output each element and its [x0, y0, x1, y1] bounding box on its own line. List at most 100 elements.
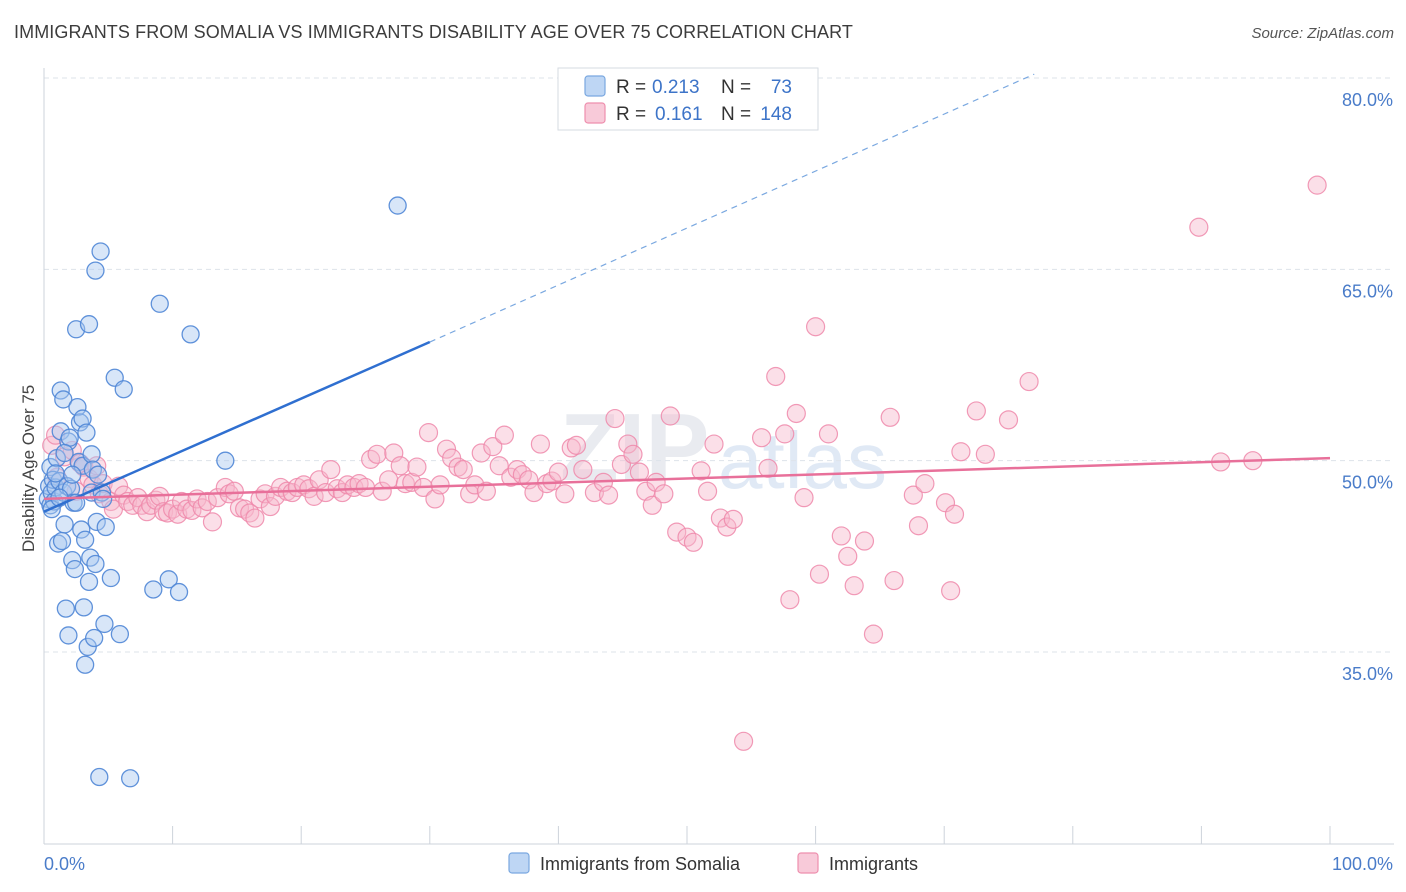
- point-somalia-65: [181, 325, 200, 344]
- point-immigrants-83: [471, 443, 491, 463]
- trend-lines: [43, 73, 1331, 513]
- legend-r-value-immigrants: 0.161: [655, 104, 703, 125]
- point-somalia-49: [88, 465, 108, 484]
- point-immigrants-106: [618, 434, 638, 454]
- point-somalia-31: [72, 520, 91, 539]
- point-somalia-54: [95, 614, 114, 634]
- point-immigrants-122: [723, 509, 743, 529]
- point-immigrants-98: [561, 438, 581, 458]
- point-immigrants-43: [245, 508, 265, 528]
- point-immigrants-147: [951, 442, 971, 462]
- point-immigrants-28: [168, 504, 188, 524]
- point-somalia-72: [63, 465, 82, 484]
- point-somalia-67: [388, 196, 407, 215]
- x-tick-label-max: 100.0%: [1332, 854, 1393, 874]
- legend-r-label-somalia: R =: [616, 77, 646, 98]
- point-somalia-47: [86, 554, 105, 574]
- y-tick-label-35: 35.0%: [1342, 664, 1393, 684]
- point-immigrants-115: [677, 527, 697, 547]
- point-immigrants-152: [1189, 217, 1209, 237]
- point-immigrants-33: [192, 498, 212, 518]
- point-immigrants-139: [880, 407, 900, 427]
- series-somalia: [38, 196, 407, 788]
- point-somalia-28: [68, 397, 87, 417]
- point-somalia-71: [55, 443, 74, 463]
- point-immigrants-117: [691, 461, 711, 481]
- point-somalia-66: [216, 451, 235, 470]
- point-somalia-45: [85, 628, 104, 648]
- point-immigrants-77: [436, 439, 457, 459]
- point-immigrants-65: [367, 444, 387, 464]
- point-immigrants-154: [1307, 175, 1327, 195]
- point-somalia-34: [74, 598, 94, 617]
- point-somalia-51: [91, 242, 110, 261]
- point-immigrants-44: [250, 489, 270, 509]
- point-somalia-13: [52, 531, 72, 551]
- point-immigrants-119: [704, 434, 724, 454]
- point-somalia-32: [73, 409, 92, 428]
- point-immigrants-57: [321, 459, 341, 480]
- point-immigrants-143: [915, 474, 935, 494]
- y-tick-label-80: 80.0%: [1342, 90, 1393, 110]
- point-immigrants-146: [944, 504, 965, 524]
- point-somalia-21: [60, 428, 79, 447]
- chart-title: IMMIGRANTS FROM SOMALIA VS IMMIGRANTS DI…: [14, 22, 853, 42]
- point-immigrants-112: [654, 484, 674, 504]
- legend-n-value-somalia: 73: [771, 77, 792, 98]
- gridlines: [44, 77, 1394, 653]
- point-immigrants-72: [407, 457, 427, 477]
- point-immigrants-126: [766, 366, 786, 387]
- point-immigrants-93: [530, 434, 550, 454]
- point-immigrants-76: [430, 475, 450, 495]
- point-immigrants-39: [224, 481, 244, 501]
- point-somalia-14: [54, 390, 73, 409]
- bottom-legend-label-somalia: Immigrants from Somalia: [540, 854, 741, 874]
- point-immigrants-128: [780, 590, 800, 610]
- point-immigrants-145: [941, 581, 961, 601]
- y-tick-labels: 35.0% 50.0% 65.0% 80.0%: [1342, 90, 1393, 684]
- point-somalia-63: [159, 570, 178, 589]
- point-somalia-36: [76, 655, 95, 674]
- point-immigrants-108: [629, 462, 650, 482]
- point-somalia-20: [59, 626, 78, 645]
- source-label: Source: ZipAtlas.com: [1251, 25, 1394, 42]
- point-immigrants-129: [786, 403, 806, 424]
- trend-line-somalia: [43, 340, 431, 513]
- correlation-legend: R = 0.213 N = 73 R = 0.161 N = 148: [557, 67, 819, 131]
- point-immigrants-100: [573, 459, 593, 480]
- point-somalia-58: [110, 624, 130, 644]
- point-somalia-39: [79, 572, 99, 591]
- point-immigrants-140: [884, 570, 904, 591]
- legend-n-label-immigrants: N =: [721, 104, 751, 125]
- point-immigrants-103: [598, 485, 619, 505]
- point-immigrants-134: [831, 526, 851, 546]
- point-somalia-48: [87, 512, 106, 532]
- point-somalia-17: [56, 599, 76, 618]
- point-immigrants-130: [794, 488, 814, 508]
- point-immigrants-42: [240, 503, 260, 523]
- point-somalia-62: [150, 294, 169, 313]
- point-immigrants-111: [646, 472, 666, 492]
- point-immigrants-151: [1019, 371, 1039, 392]
- legend-swatch-somalia: [584, 75, 606, 97]
- point-immigrants-97: [555, 484, 575, 504]
- point-immigrants-110: [642, 495, 662, 515]
- point-immigrants-85: [483, 437, 503, 457]
- point-immigrants-84: [476, 481, 496, 501]
- point-somalia-60: [121, 769, 140, 788]
- point-immigrants-123: [733, 731, 754, 751]
- trend-line-somalia-extension: [429, 73, 1035, 343]
- point-immigrants-61: [344, 477, 364, 498]
- point-somalia-56: [101, 568, 121, 588]
- point-somalia-44: [83, 460, 103, 479]
- legend-n-value-immigrants: 148: [760, 104, 792, 125]
- axes: [43, 68, 1394, 845]
- point-immigrants-87: [494, 425, 514, 445]
- point-somalia-35: [76, 530, 95, 549]
- point-immigrants-149: [975, 444, 995, 464]
- point-somalia-55: [96, 517, 115, 537]
- point-immigrants-148: [966, 401, 986, 421]
- point-immigrants-142: [908, 516, 929, 536]
- bottom-legend-swatch-somalia: [508, 852, 530, 874]
- point-somalia-50: [90, 767, 109, 787]
